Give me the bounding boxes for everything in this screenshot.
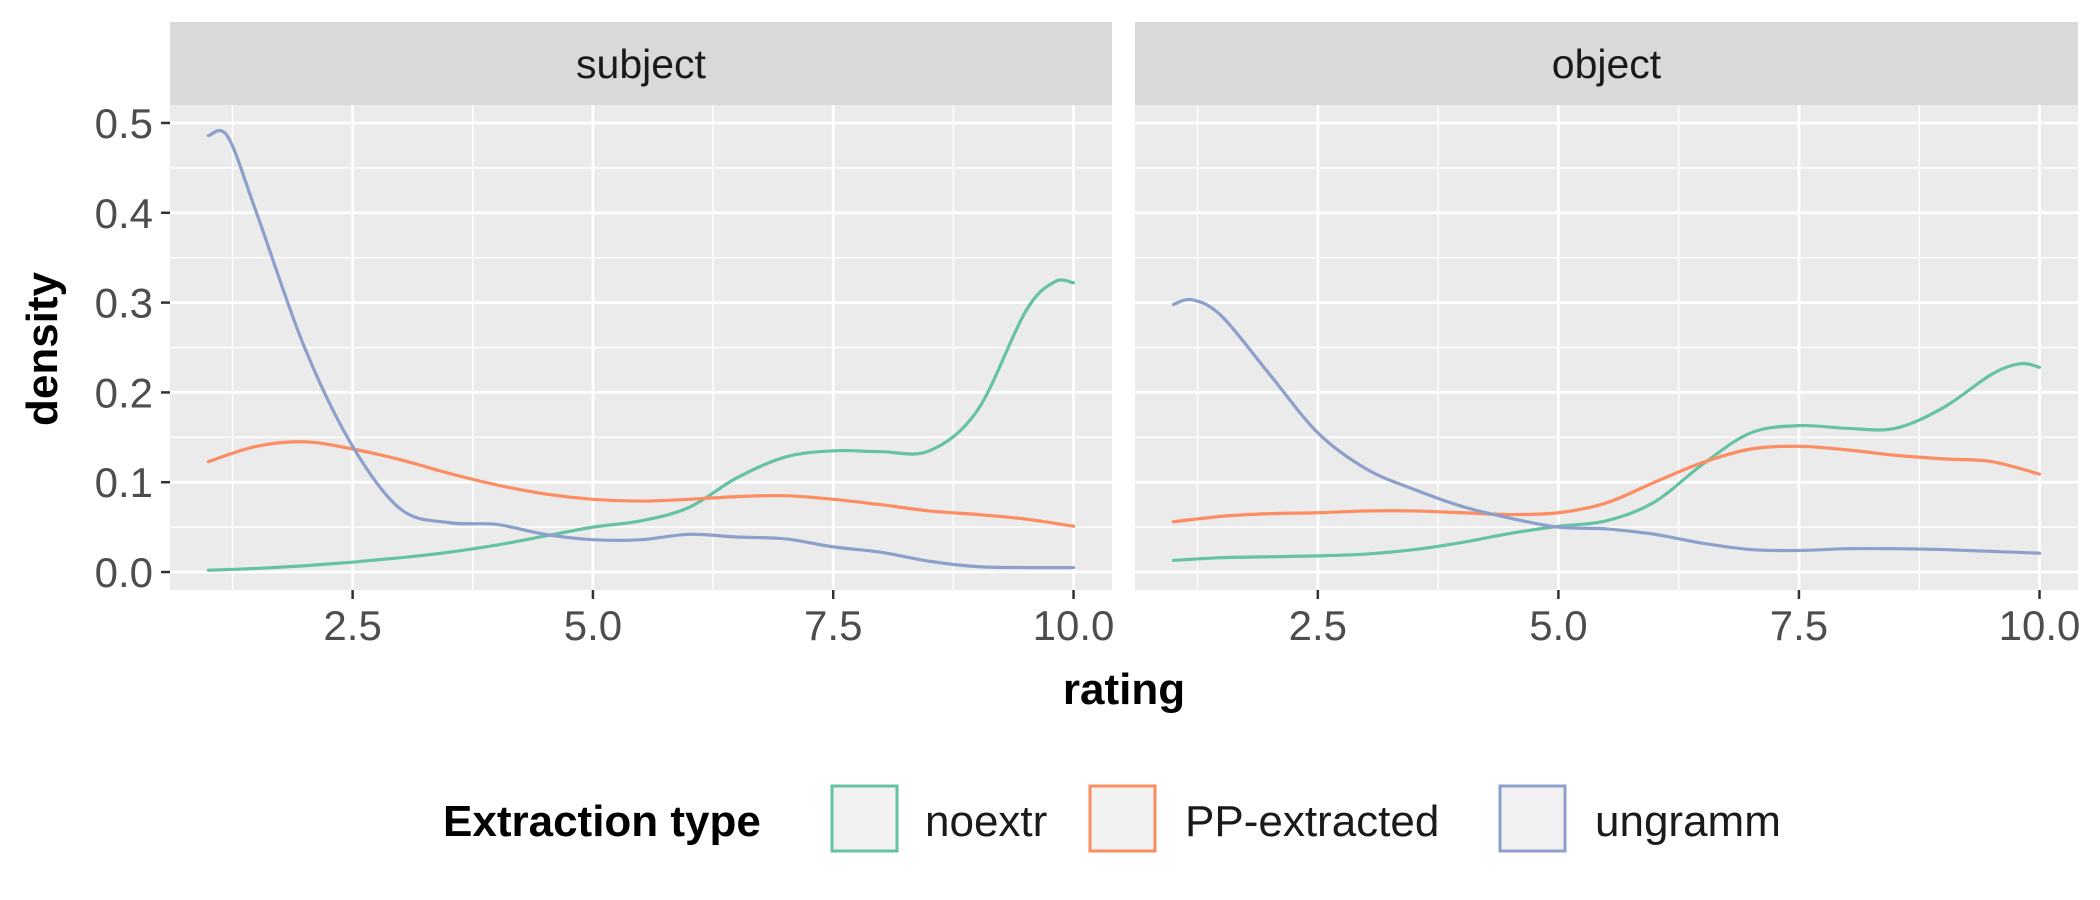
y-tick-label: 0.1 bbox=[95, 459, 153, 506]
x-tick-label: 10.0 bbox=[1033, 602, 1115, 649]
legend-label-ungramm: ungramm bbox=[1595, 797, 1781, 846]
legend: Extraction type noextr PP-extracted ungr… bbox=[443, 784, 1781, 853]
panel-strip bbox=[170, 22, 1112, 105]
series-line-noextr bbox=[206, 278, 1076, 572]
legend-label-noextr: noextr bbox=[925, 797, 1047, 846]
y-tick-label: 0.5 bbox=[95, 100, 153, 147]
x-axis-title: rating bbox=[1063, 665, 1185, 714]
series-line-ungramm bbox=[206, 128, 1076, 570]
panel-strip-label: subject bbox=[576, 41, 707, 87]
y-tick-label: 0.0 bbox=[95, 549, 153, 596]
series-line-pp-extracted bbox=[1171, 444, 2042, 524]
legend-key-noextr bbox=[830, 784, 899, 853]
x-tick-label: 2.5 bbox=[1289, 602, 1347, 649]
legend-key-ungramm bbox=[1498, 784, 1567, 853]
panel-strip bbox=[1135, 22, 2078, 105]
panel-subject: subject 2.5 5.0 7.5 10.0 0.0 0.1 0.2 0.3 0.4 0.5 bbox=[95, 22, 1115, 649]
x-tick-label: 7.5 bbox=[1770, 602, 1828, 649]
y-tick-label: 0.3 bbox=[95, 280, 153, 327]
x-tick-label: 10.0 bbox=[1999, 602, 2081, 649]
y-axis-title: density bbox=[18, 271, 67, 426]
legend-item-pp-extracted: PP-extracted bbox=[1088, 784, 1439, 853]
legend-label-pp-extracted: PP-extracted bbox=[1185, 797, 1439, 846]
x-tick-label: 7.5 bbox=[804, 602, 862, 649]
panels-layer: subject 2.5 5.0 7.5 10.0 0.0 0.1 0.2 0.3 0.4 0.5 ob… bbox=[95, 22, 2080, 649]
legend-item-ungramm: ungramm bbox=[1498, 784, 1781, 853]
x-tick-label: 2.5 bbox=[323, 602, 381, 649]
legend-key-pp-extracted bbox=[1088, 784, 1157, 853]
panel-object: object 2.5 5.0 7.5 10.0 bbox=[1135, 22, 2080, 649]
x-tick-label: 5.0 bbox=[564, 602, 622, 649]
series-line-ungramm bbox=[1171, 297, 2042, 555]
x-tick-label: 5.0 bbox=[1529, 602, 1587, 649]
series-line-noextr bbox=[1171, 361, 2042, 562]
panel-strip-label: object bbox=[1552, 41, 1662, 87]
y-tick-label: 0.2 bbox=[95, 369, 153, 416]
legend-title: Extraction type bbox=[443, 797, 761, 846]
legend-item-noextr: noextr bbox=[830, 784, 1047, 853]
y-tick-label: 0.4 bbox=[95, 190, 153, 237]
